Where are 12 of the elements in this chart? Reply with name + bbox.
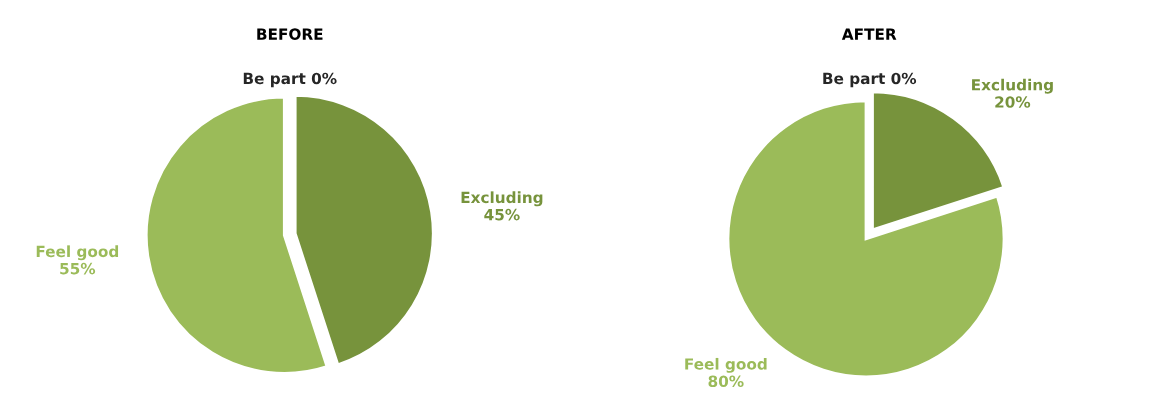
slice-label: Excluding <box>461 191 543 207</box>
category-label: Be part 0% <box>823 72 917 88</box>
chart-title: BEFORE <box>257 28 323 40</box>
data-label: 55% <box>60 262 96 275</box>
slice-label: Feel good <box>685 357 767 373</box>
slice-label: Feel good <box>36 245 119 261</box>
data-label: 80% <box>708 375 744 387</box>
data-label: 20% <box>995 96 1031 108</box>
slice-label: Excluding <box>972 78 1053 94</box>
data-label: 45% <box>484 208 520 221</box>
category-label: Be part 0% <box>243 72 337 88</box>
chart-title: AFTER <box>841 28 897 40</box>
